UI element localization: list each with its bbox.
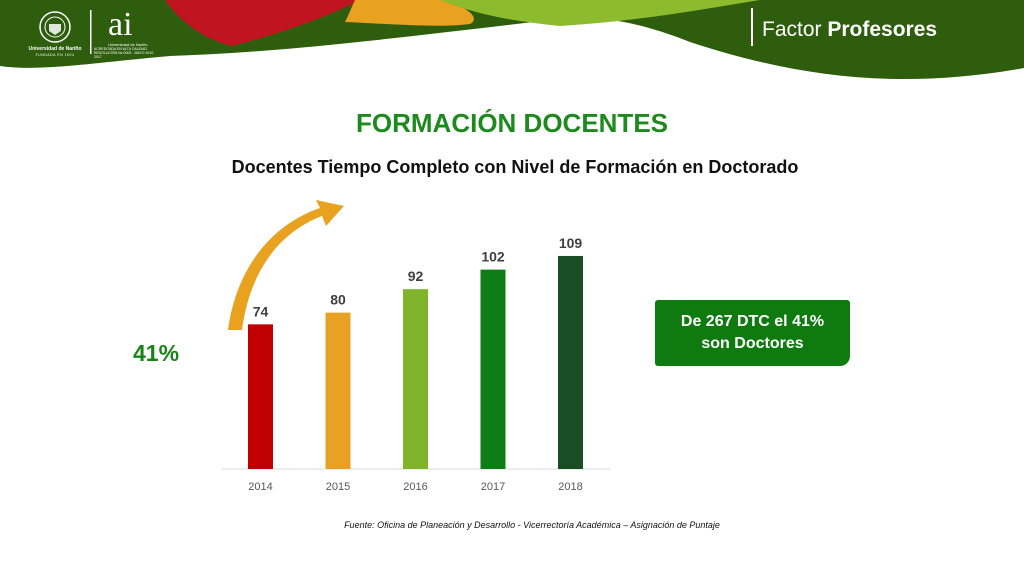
header-lightgreen-swoosh [440,0,760,26]
header-banner [0,0,1024,80]
factor-label: Factor [762,18,822,41]
bar-2018 [558,255,583,469]
chart-subtitle: Docentes Tiempo Completo con Nivel de Fo… [231,157,799,177]
university-founded: FUNDADA EN 1904 [35,53,75,57]
bar-2015 [325,312,351,469]
bar-2014 [248,324,273,469]
bar-2017 [480,269,506,469]
accreditation-university: Universidad de Nariño [108,42,148,47]
callout-box: De 267 DTC el 41% son Doctores [655,300,850,366]
accreditation-text: ACREDITADA EN ALTA CALIDAD RESOLUCIÓN No… [94,47,154,59]
accreditation-logo: ai [108,6,133,43]
university-name: Universidad de Nariño [28,46,82,52]
logo-divider [90,10,92,54]
data-label-2015: 80 [330,292,346,308]
data-label-2014: 74 [253,303,269,319]
data-label-2018: 109 [559,235,583,251]
growth-arrow [228,200,344,330]
factor-divider [751,8,753,46]
university-crest-icon [39,11,71,43]
header-red-swoosh [165,0,360,46]
x-tick-2015: 2015 [326,481,350,493]
section-title: Factor Profesores [762,18,937,42]
header-yellow-swoosh [345,0,474,26]
source-note: Fuente: Oficina de Planeación y Desarrol… [344,520,720,530]
x-tick-2016: 2016 [403,481,427,493]
callout-line-1: De 267 DTC el 41% [680,313,825,330]
x-tick-2017: 2017 [481,481,505,493]
x-tick-2018: 2018 [558,481,582,493]
data-label-2016: 92 [408,268,424,284]
growth-percent: 41% [133,340,180,366]
page-title: FORMACIÓN DOCENTES [356,108,668,138]
x-tick-2014: 2014 [248,481,272,493]
factor-name: Profesores [827,18,938,41]
data-label-2017: 102 [481,249,505,265]
bar-2016 [403,289,428,469]
callout-line-2: son Doctores [701,335,804,352]
